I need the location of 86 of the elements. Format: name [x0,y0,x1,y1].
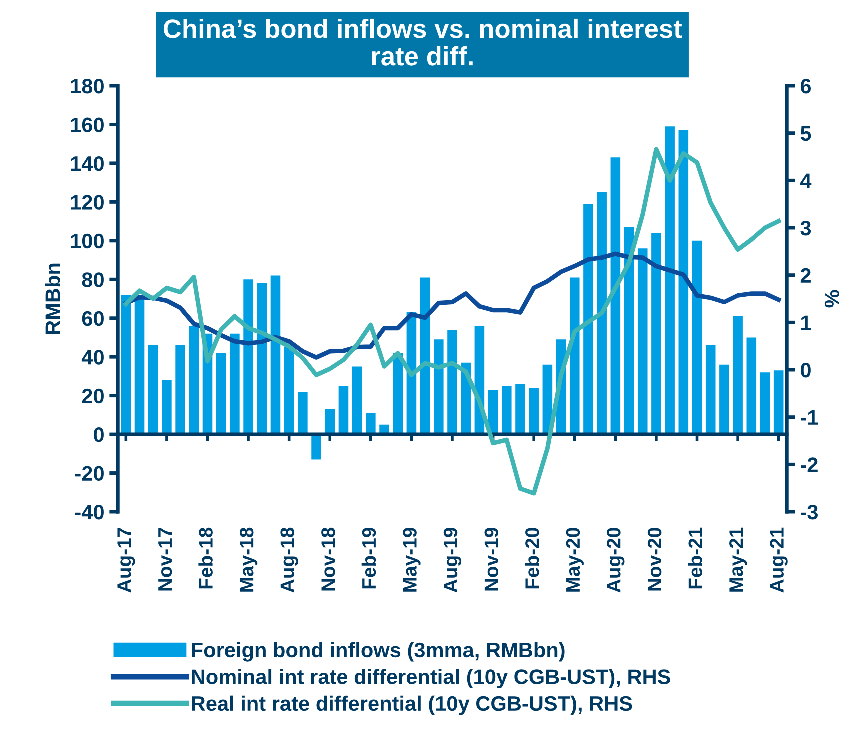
bar [298,392,308,435]
x-tick-label: Nov-20 [648,528,662,591]
x-tick-label: Nov-17 [158,528,172,591]
y2-tick-label: 3 [800,221,812,236]
line-series [124,147,782,496]
bar [638,248,648,435]
x-tick-label: Nov-19 [484,528,499,591]
y-tick-label: 40 [82,350,104,365]
x-tick-label: May-21 [730,528,748,592]
x-tick-label: May-18 [240,528,258,592]
bar [584,204,594,435]
bar [162,380,172,435]
bar [338,386,349,435]
x-tick-label: May-19 [403,528,421,592]
bar [746,338,757,435]
y-tick-label: -20 [76,466,104,482]
y-axis-title: RMBbn [45,264,60,334]
chart-title: China’s bond inflows vs. nominal interest rate diff. [164,18,682,66]
bar [570,278,580,435]
bar [434,340,444,435]
bar [652,233,662,435]
bar [352,366,362,435]
y2-tick-label: 1 [802,316,812,330]
y-tick-label: 180 [71,79,104,94]
bar [529,388,539,435]
bar [760,372,770,435]
bar [665,126,675,435]
line-series [124,252,782,360]
bar [420,278,430,435]
bar [148,345,158,435]
y2-tick-label: 5 [800,126,812,142]
x-tick-label: Aug-21 [770,528,788,593]
x-tick-label: Aug-17 [118,528,136,593]
y-tick-label: 140 [71,156,104,172]
bar [366,413,376,435]
bar [325,409,336,435]
bar [502,386,512,435]
y2-tick-label: -1 [801,410,818,425]
x-tick-label: Feb-20 [525,528,540,589]
y-tick-label: 60 [82,311,104,326]
legend-label: Foreign bond inflows (3mma, RMBbn) [192,642,565,662]
bar [244,280,254,435]
y-tick-label: -40 [76,505,104,520]
bar [189,326,200,435]
y2-axis-title: % [824,290,840,308]
bar [774,370,784,435]
x-tick-label: Aug-18 [280,528,298,593]
bar [733,316,743,435]
legend-label: Real int rate differential (10y CGB-UST), RHS [192,696,632,716]
bar [448,330,458,435]
bar [257,284,268,435]
y2-tick-label: 0 [801,363,811,378]
bar [176,345,186,435]
y2-tick-label: -2 [801,458,818,472]
x-tick-label: Nov-18 [322,528,336,591]
y-tick-label: 100 [71,234,104,249]
bar [121,295,132,435]
y-tick-label: 160 [71,118,104,132]
x-tick-label: Feb-19 [362,528,376,589]
y-tick-label: 0 [94,428,104,442]
x-tick-label: Feb-18 [198,528,213,589]
bar [516,384,526,435]
x-tick-label: Aug-19 [444,528,462,593]
bar [692,240,702,435]
y-tick-label: 120 [71,195,104,210]
bar [720,364,730,435]
legend-label: Nominal int rate differential (10y CGB-UST), RHS [192,669,670,689]
bar [216,353,226,435]
x-tick-label: Aug-20 [607,528,625,593]
bar [230,334,240,435]
x-tick-label: Feb-21 [688,528,702,589]
bar [597,192,607,435]
bar [270,276,281,435]
bar [678,130,689,435]
bar [610,158,621,435]
bar [706,345,716,435]
y2-tick-label: 4 [800,174,812,188]
bar [134,295,145,435]
y2-tick-label: 6 [800,79,812,94]
y2-tick-label: -3 [801,505,818,520]
y-tick-label: 80 [82,272,104,288]
y-tick-label: 20 [82,388,104,404]
bar [312,434,322,460]
y2-tick-label: 2 [800,268,811,283]
bar [284,347,294,435]
x-tick-label: May-20 [566,528,584,592]
